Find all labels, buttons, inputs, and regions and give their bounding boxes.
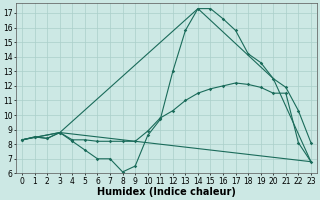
X-axis label: Humidex (Indice chaleur): Humidex (Indice chaleur) (97, 187, 236, 197)
